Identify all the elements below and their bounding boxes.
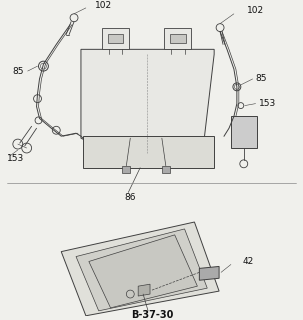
- Polygon shape: [164, 28, 191, 49]
- Text: 153: 153: [258, 99, 276, 108]
- Polygon shape: [81, 49, 214, 153]
- Text: 86: 86: [125, 193, 136, 202]
- Text: 85: 85: [12, 67, 24, 76]
- Polygon shape: [122, 166, 130, 173]
- Text: B-37-30: B-37-30: [131, 310, 173, 320]
- Text: 42: 42: [243, 257, 254, 266]
- Polygon shape: [89, 235, 197, 308]
- Text: 85: 85: [256, 75, 267, 84]
- Polygon shape: [138, 284, 150, 296]
- Text: 153: 153: [7, 154, 24, 164]
- Polygon shape: [76, 229, 207, 311]
- Polygon shape: [83, 136, 214, 168]
- Polygon shape: [162, 166, 170, 173]
- Text: 102: 102: [95, 1, 112, 11]
- Polygon shape: [108, 34, 123, 44]
- Polygon shape: [170, 34, 185, 44]
- Polygon shape: [102, 28, 129, 49]
- Text: 102: 102: [247, 6, 264, 15]
- Polygon shape: [199, 267, 219, 280]
- Polygon shape: [231, 116, 257, 148]
- Polygon shape: [61, 222, 219, 316]
